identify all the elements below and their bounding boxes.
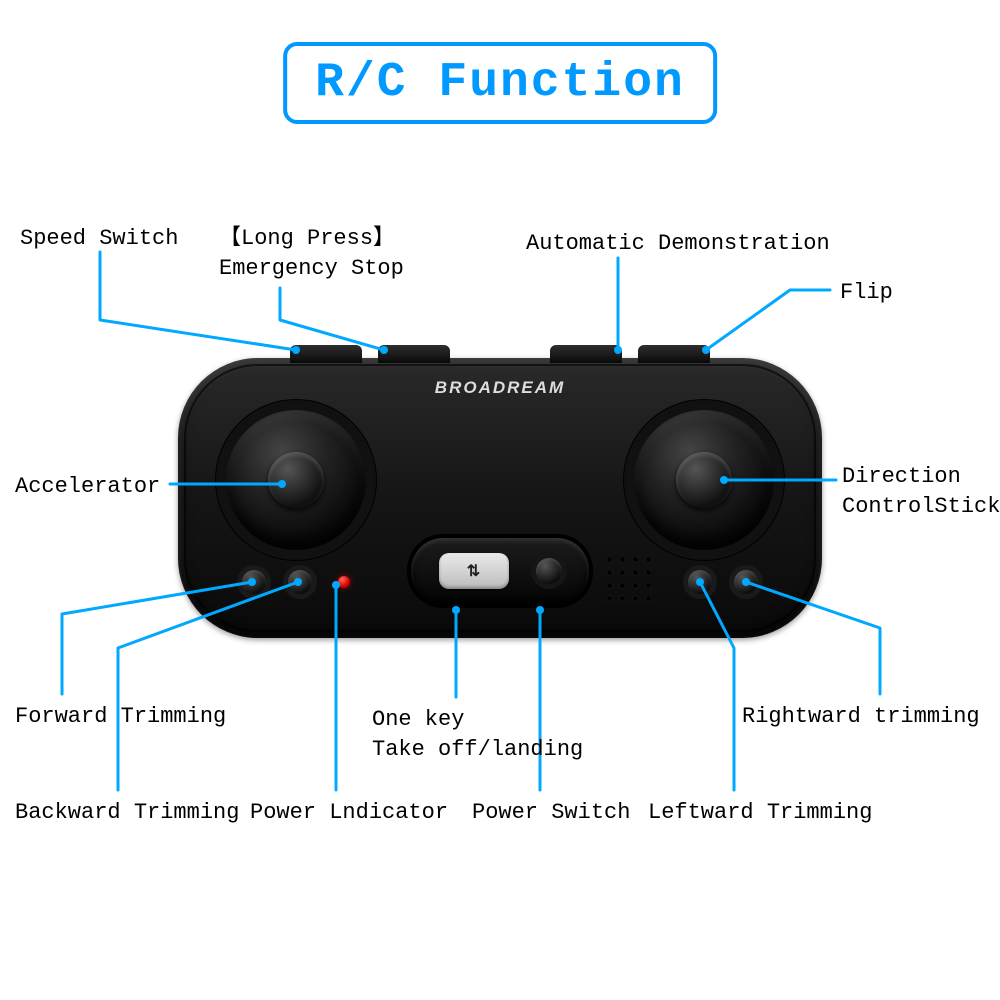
title: R/C Function [283,42,717,124]
label-accelerator: Accelerator [15,472,160,502]
label-direction_stick: Direction ControlStick [842,462,1000,521]
label-one_key: One key Take off/landing [372,705,583,764]
takeoff-button: ⇅ [439,553,509,589]
btn-backward-trim [288,570,312,594]
shoulder-speed [290,345,362,363]
label-emergency_stop: 【Long Press】 Emergency Stop [219,224,404,283]
label-rightward_trim: Rightward trimming [742,702,980,732]
shoulder-estop [378,345,450,363]
label-forward_trim: Forward Trimming [15,702,226,732]
power-button [536,558,562,584]
center-module: ⇅ [411,538,589,604]
label-speed_switch: Speed Switch [20,224,178,254]
shoulder-flip [638,345,710,363]
label-backward_trim: Backward Trimming [15,798,239,828]
label-power_switch: Power Switch [472,798,630,828]
btn-rightward-trim [734,570,758,594]
label-leftward_trim: Leftward Trimming [648,798,872,828]
label-power_indicator: Power Lndicator [250,798,448,828]
joystick-left [226,410,366,550]
speaker-grille [606,556,662,602]
joystick-right [634,410,774,550]
brand-logo: BROADREAM [435,378,565,398]
shoulder-autodemo [550,345,622,363]
btn-leftward-trim [688,570,712,594]
label-auto_demo: Automatic Demonstration [526,229,830,259]
controller-body: BROADREAM ⇅ [178,358,822,638]
label-flip: Flip [840,278,893,308]
power-led [338,576,350,588]
btn-forward-trim [242,570,266,594]
